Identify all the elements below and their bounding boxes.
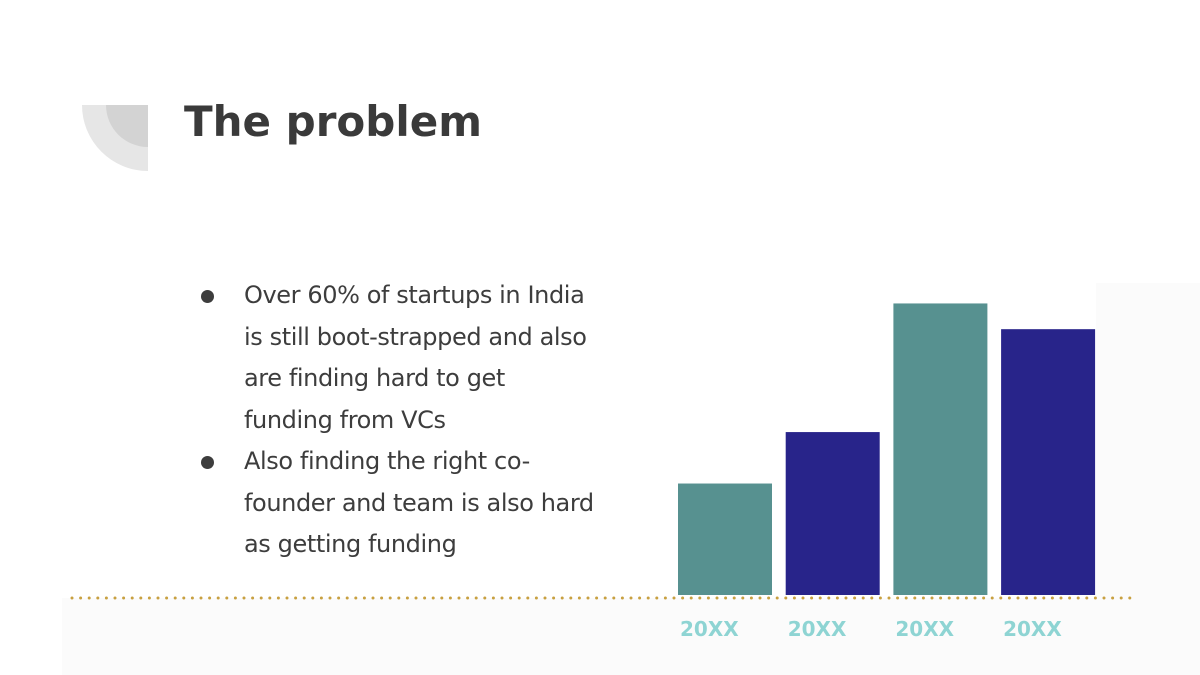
- x-tick-label: 20XX: [1003, 617, 1062, 641]
- bullet-dot-icon: [201, 290, 214, 303]
- chart-bar-1: [678, 483, 772, 595]
- bullet-item: Also finding the right co-founder and te…: [200, 441, 600, 566]
- chart-bar-2: [785, 432, 880, 595]
- x-tick-label: 20XX: [680, 617, 739, 641]
- bullet-item: Over 60% of startups in India is still b…: [200, 275, 600, 441]
- x-tick-label: 20XX: [895, 617, 954, 641]
- footer-band: [62, 598, 1200, 675]
- bullet-text: Also finding the right co-founder and te…: [244, 447, 594, 558]
- bullet-dot-icon: [201, 456, 214, 469]
- corner-decoration: [82, 105, 148, 171]
- chart-bar-4: [1001, 329, 1096, 595]
- x-tick-label: 20XX: [788, 617, 847, 641]
- bullet-text: Over 60% of startups in India is still b…: [244, 281, 587, 434]
- chart-background-panel: [1096, 283, 1200, 598]
- slide-title: The problem: [184, 97, 482, 146]
- chart-bar-3: [893, 303, 988, 595]
- bullet-list: Over 60% of startups in India is still b…: [200, 275, 600, 566]
